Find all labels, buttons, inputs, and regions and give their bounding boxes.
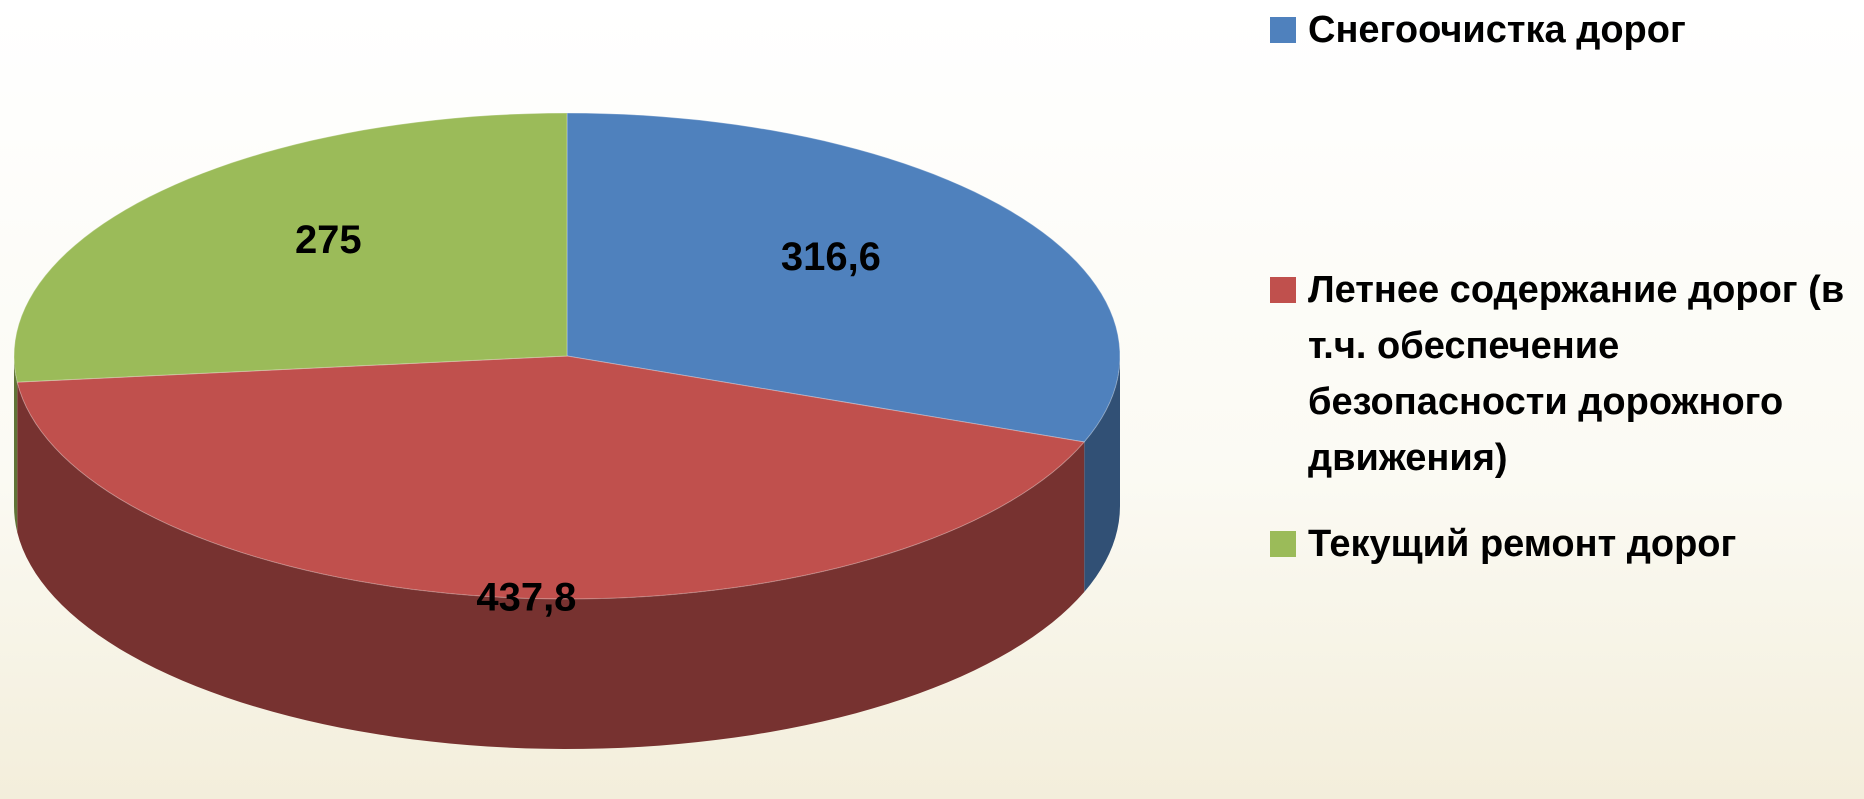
data-label: 437,8 — [476, 575, 576, 619]
legend-item: Текущий ремонт дорог — [1270, 516, 1850, 572]
page: 316,6 437,8 275 Снегоочистка дорог Летнее с… — [0, 0, 1864, 799]
legend-label: Снегоочистка дорог — [1308, 2, 1686, 58]
legend-item: Летнее содержание дорог (в т.ч. обеспече… — [1270, 262, 1850, 486]
slice — [14, 113, 567, 382]
legend-label: Текущий ремонт дорог — [1308, 516, 1736, 572]
slice-side — [14, 356, 17, 532]
legend-label: Летнее содержание дорог (в т.ч. обеспече… — [1308, 262, 1850, 486]
data-label: 316,6 — [781, 235, 881, 279]
legend-swatch — [1270, 531, 1296, 557]
legend-item: Снегоочистка дорог — [1270, 2, 1850, 58]
data-label: 275 — [295, 218, 362, 262]
legend-swatch — [1270, 277, 1296, 303]
legend-swatch — [1270, 17, 1296, 43]
